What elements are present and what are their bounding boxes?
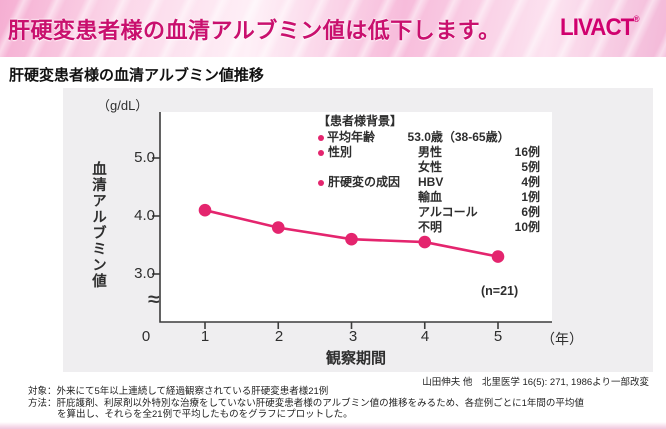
livact-logo: LIVACT® <box>560 14 640 42</box>
row-label <box>328 160 418 175</box>
row-label <box>328 205 418 220</box>
row-key: アルコール <box>418 205 478 219</box>
row-value <box>510 130 540 145</box>
y-axis-title: 血清アルブミン値 <box>90 161 106 289</box>
header-banner: 肝硬変患者様の血清アルブミン値は低下します。 LIVACT® <box>0 0 666 57</box>
x-axis-title: 観察期間 <box>325 350 386 367</box>
row-value: 10例 <box>514 220 540 234</box>
x-tick-0: 0 <box>141 328 151 345</box>
x-axis-unit: （年） <box>541 331 583 347</box>
row-value: 5例 <box>521 160 540 174</box>
bullet-icon <box>318 175 328 190</box>
y-tick-5.0: 5.0 <box>134 149 155 166</box>
patient-background-box: 【患者様背景】 平均年齢 53.0歳（38-65歳） 性別 男性 16例 女性 5例 肝硬変の… <box>318 113 540 235</box>
y-axis-break-symbol: ≈ <box>148 289 160 310</box>
x-tick-1: 1 <box>200 328 210 345</box>
row-value: 6例 <box>521 205 540 219</box>
registered-mark: ® <box>633 14 640 24</box>
patient-background-row: 女性 5例 <box>318 160 540 175</box>
patient-background-row: 性別 男性 16例 <box>318 145 540 160</box>
bullet-spacer <box>318 220 328 235</box>
patient-background-row: 肝硬変の成因 HBV 4例 <box>318 175 540 190</box>
method-note-line1: 方法：肝庇護剤、利尿剤以外特別な治療をしていない肝硬変患者様のアルブミン値の推移… <box>28 397 584 409</box>
bullet-spacer <box>318 160 328 175</box>
study-notes: 対象：外来にて5年以上連続して経過観察されている肝硬変患者様21例 方法：肝庇護… <box>28 386 584 421</box>
x-tick-2: 2 <box>274 328 284 345</box>
y-axis-unit: （g/dL） <box>97 98 149 113</box>
patient-background-rows: 平均年齢 53.0歳（38-65歳） 性別 男性 16例 女性 5例 肝硬変の成因 HBV 4例輸… <box>318 130 540 235</box>
patient-background-row: アルコール 6例 <box>318 205 540 220</box>
row-label: 性別 <box>328 145 353 159</box>
bottom-pink-strip <box>0 422 666 429</box>
row-key: 輸血 <box>418 190 443 204</box>
page-title: 肝硬変患者様の血清アルブミン値は低下します。 <box>8 17 501 43</box>
method-note-line2: を算出し、それらを全21例で平均したものをグラフにプロットした。 <box>57 409 353 421</box>
patient-background-row: 輸血 1例 <box>318 190 540 205</box>
row-key: HBV <box>418 175 444 189</box>
sample-size-label: (n=21) <box>481 284 519 298</box>
row-value: 1例 <box>521 190 540 204</box>
chart-title: 肝硬変患者様の血清アルブミン値推移 <box>9 67 264 84</box>
row-value: 4例 <box>521 175 540 189</box>
y-tick-4.0: 4.0 <box>134 207 155 224</box>
row-key: 53.0歳（38-65歳） <box>407 130 510 144</box>
patient-background-title: 【患者様背景】 <box>318 114 403 128</box>
bullet-icon <box>318 130 327 145</box>
row-value: 16例 <box>514 145 540 159</box>
x-tick-5: 5 <box>493 328 503 345</box>
patient-background-row: 平均年齢 53.0歳（38-65歳） <box>318 130 540 145</box>
row-label <box>328 220 418 235</box>
source-citation: 山田伸夫 他 北里医学 16(5): 271, 1986より一部改変 <box>422 377 649 388</box>
bullet-spacer <box>318 190 328 205</box>
subjects-note: 対象：外来にて5年以上連続して経過観察されている肝硬変患者様21例 <box>28 386 329 397</box>
x-tick-3: 3 <box>348 328 358 345</box>
row-key: 不明 <box>418 220 443 234</box>
row-label: 肝硬変の成因 <box>328 175 401 189</box>
livact-logo-text: LIVACT <box>560 14 634 41</box>
row-key: 男性 <box>418 145 443 159</box>
x-tick-4: 4 <box>420 328 430 345</box>
bullet-spacer <box>318 205 328 220</box>
row-label: 平均年齢 <box>326 130 375 144</box>
patient-background-row: 不明 10例 <box>318 220 540 235</box>
row-key: 女性 <box>418 160 443 174</box>
row-label <box>328 190 418 205</box>
bullet-icon <box>318 145 328 160</box>
y-tick-3.0: 3.0 <box>134 265 155 282</box>
